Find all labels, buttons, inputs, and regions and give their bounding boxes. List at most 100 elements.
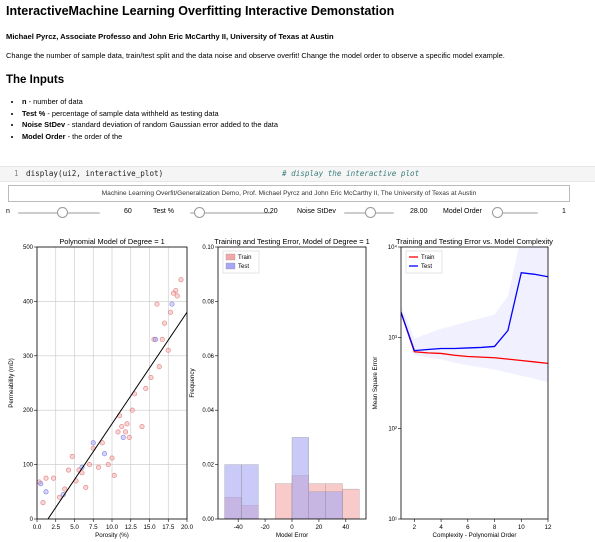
x-tick-label: 4 <box>439 524 443 531</box>
slider-model-order[interactable] <box>492 207 538 218</box>
x-tick-label: 40 <box>342 524 349 531</box>
page-title: InteractiveMachine Learning Overfitting … <box>6 4 395 18</box>
legend-label: Test <box>238 264 249 270</box>
authors-line: Michael Pyrcz, Associate Professo and Jo… <box>6 32 334 41</box>
data-point <box>43 475 49 481</box>
data-point <box>109 455 115 461</box>
y-tick-label: 0.06 <box>202 354 214 360</box>
code-text: display(ui2, interactive_plot) <box>26 169 164 178</box>
data-point <box>43 489 49 495</box>
data-point <box>152 336 159 343</box>
data-point <box>101 451 108 457</box>
data-point <box>69 453 75 459</box>
histogram-bar <box>241 464 259 519</box>
x-tick-label: -40 <box>234 524 244 531</box>
x-tick-label: 0 <box>290 524 294 531</box>
slider-thumb[interactable] <box>365 207 377 218</box>
model-line <box>47 312 187 519</box>
data-point <box>95 464 102 470</box>
data-point <box>115 429 121 435</box>
data-point <box>99 440 105 446</box>
plot-frame <box>36 246 188 520</box>
y-tick-label: 10¹ <box>388 517 397 523</box>
legend-swatch <box>225 262 236 270</box>
legend-swatch <box>225 253 236 261</box>
y-tick-label: 400 <box>23 299 34 305</box>
y-tick-label: 200 <box>23 408 34 414</box>
x-tick-label: 2.5 <box>51 524 60 531</box>
data-point <box>169 301 175 307</box>
data-point <box>139 423 145 430</box>
list-item: n - number of data <box>22 96 278 108</box>
slider-label-noise: Noise StDev <box>297 208 336 215</box>
data-point <box>120 434 126 440</box>
data-point <box>90 440 96 446</box>
x-axis-label: Complexity - Polynomial Order <box>433 532 517 539</box>
slider-value-noise: 28.00 <box>410 208 428 215</box>
data-point <box>119 423 125 430</box>
data-point <box>165 347 171 353</box>
data-point <box>124 421 130 427</box>
y-tick-label: 300 <box>23 354 34 360</box>
data-point <box>161 320 168 326</box>
x-tick-label: 15.0 <box>143 524 156 531</box>
y-tick-label: 0 <box>30 517 34 523</box>
histogram-bar <box>275 483 293 519</box>
demo-banner: Machine Learning Overfit/Generalization … <box>8 185 570 202</box>
x-tick-label: 5.0 <box>70 524 79 531</box>
y-tick-label: 500 <box>23 245 34 251</box>
legend-label: Test <box>421 264 432 270</box>
list-item: Model Order - the order of the <box>22 131 278 143</box>
data-point <box>62 486 68 492</box>
param-desc: - percentage of sample data withheld as … <box>45 108 219 118</box>
data-point <box>174 293 180 299</box>
data-point <box>156 364 162 370</box>
list-item: Test % - percentage of sample data withh… <box>22 108 278 120</box>
y-tick-label: 10⁴ <box>388 244 398 251</box>
x-tick-label: 8 <box>493 524 497 531</box>
param-desc: - number of data <box>26 97 83 106</box>
data-point <box>122 429 129 435</box>
data-point <box>79 470 85 476</box>
inputs-heading: The Inputs <box>6 74 65 86</box>
slider-label-test: Test % <box>153 208 175 215</box>
x-tick-label: 0.0 <box>33 524 42 531</box>
param-desc: - the order of the <box>65 131 123 141</box>
histogram-bar <box>325 491 343 519</box>
plots-figure: Polynomial Model of Degree = 1 Porosity (… <box>8 237 553 539</box>
data-point <box>50 475 57 481</box>
data-point <box>178 277 184 283</box>
histogram-bar <box>224 464 242 519</box>
param-name: Test % <box>22 108 46 118</box>
y-tick-label: 0.04 <box>202 408 214 414</box>
data-point <box>86 462 93 468</box>
param-name: Noise StDev <box>22 120 66 130</box>
plot-area <box>224 437 360 519</box>
plot-area <box>401 247 548 383</box>
slider-noise-stdev[interactable] <box>344 207 394 218</box>
x-tick-label: 12.5 <box>125 524 138 531</box>
slider-thumb[interactable] <box>57 207 69 218</box>
slider-test-percent[interactable] <box>190 207 272 218</box>
data-point <box>83 484 89 490</box>
code-comment: # display the interactive plot <box>282 169 420 178</box>
param-desc: - standard deviation of random Gaussian … <box>65 120 278 130</box>
chart-title: Polynomial Model of Degree = 1 <box>59 237 164 246</box>
slider-thumb[interactable] <box>193 207 205 218</box>
slider-thumb[interactable] <box>492 207 503 218</box>
line-number: 1 <box>14 169 19 178</box>
y-tick-label: 10² <box>388 426 397 432</box>
series-line <box>401 272 548 352</box>
intro-text: Change the number of sample data, train/… <box>6 51 505 60</box>
code-cell[interactable]: 1 display(ui2, interactive_plot) # displ… <box>0 166 595 182</box>
histogram-bar <box>342 488 360 519</box>
param-name: Model Order <box>22 131 66 141</box>
plot-area <box>37 277 187 519</box>
slider-n[interactable] <box>18 207 100 218</box>
x-tick-label: 17.5 <box>162 524 175 531</box>
data-point <box>105 462 111 468</box>
legend-label: Train <box>238 255 251 261</box>
x-tick-label: 12 <box>545 524 552 531</box>
x-axis-label: Porosity (%) <box>95 532 129 539</box>
y-axis-label: Permeability (mD) <box>8 358 15 408</box>
